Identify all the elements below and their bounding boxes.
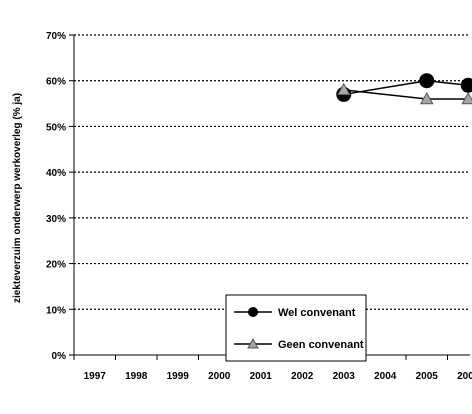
- legend-label: Wel convenant: [278, 307, 356, 319]
- data-point: [419, 73, 435, 89]
- legend-marker: [248, 307, 258, 317]
- y-tick-label: 0%: [52, 351, 67, 362]
- x-tick-label: 2006: [457, 371, 472, 382]
- y-tick-labels: 0% 10% 20% 30% 40% 50% 60% 70%: [46, 31, 66, 362]
- x-tick-label: 1998: [125, 371, 148, 382]
- legend-box: [225, 294, 367, 362]
- x-tick-label: 2005: [416, 371, 439, 382]
- y-tick-label: 30%: [46, 214, 66, 225]
- x-tick-label: 2001: [250, 371, 273, 382]
- series-line: [343, 89, 469, 100]
- y-tick-label: 50%: [46, 122, 66, 133]
- x-tick-labels: 1997 1998 1999 2000 2001 2002 2003 2004 2005 2006: [84, 371, 472, 382]
- legend-marker: [247, 337, 259, 349]
- data-point: [419, 91, 434, 105]
- y-tick-label: 40%: [46, 168, 66, 179]
- x-tick-label: 2000: [208, 371, 231, 382]
- gridlines: [74, 34, 470, 310]
- y-tick-label: 10%: [46, 305, 66, 316]
- x-tick-label: 2003: [333, 371, 356, 382]
- data-point: [336, 82, 351, 96]
- y-tick-label: 70%: [46, 31, 66, 42]
- data-point: [461, 91, 472, 105]
- data-point: [460, 77, 472, 93]
- x-tick-label: 2002: [291, 371, 314, 382]
- y-axis-label: ziekteverzuim onderwerp werkoverleg (% j…: [12, 93, 23, 303]
- y-tick-label: 60%: [46, 77, 66, 88]
- x-tick-label: 2004: [374, 371, 397, 382]
- series-layer: [336, 73, 472, 105]
- legend-label: Geen convenant: [278, 339, 364, 351]
- y-tick-label: 20%: [46, 260, 66, 271]
- legend: Wel convenant Geen convenant: [225, 294, 367, 362]
- x-tick-label: 1999: [167, 371, 190, 382]
- x-tick-label: 1997: [84, 371, 107, 382]
